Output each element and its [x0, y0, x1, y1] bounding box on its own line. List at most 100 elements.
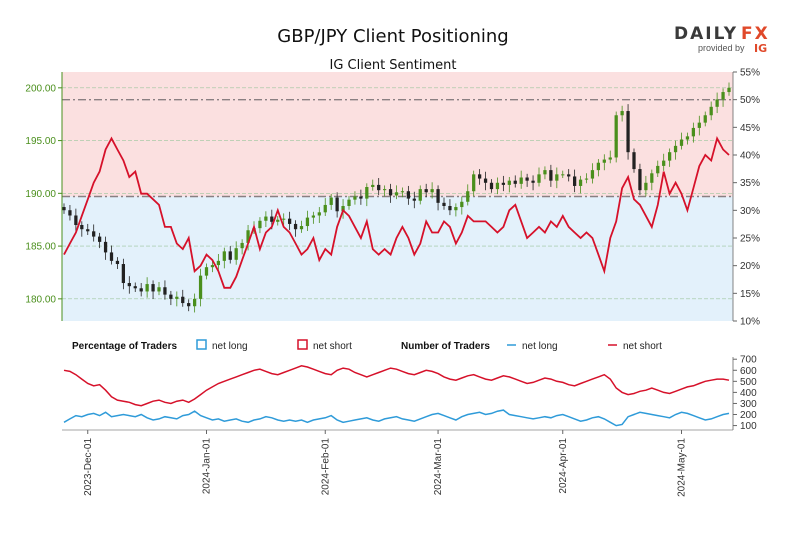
- percent-tick-label: 30%: [740, 206, 760, 217]
- candle-body: [656, 165, 660, 174]
- candle-body: [531, 180, 535, 183]
- price-tick-label: 185.00: [25, 242, 56, 253]
- candle-body: [371, 184, 375, 188]
- percent-tick-label: 45%: [740, 123, 760, 134]
- candle-body: [109, 252, 114, 261]
- percent-axis-ticks: 10% 15% 20% 25% 30% 35% 40% 45% 50% 55%: [732, 68, 760, 328]
- candle-body: [359, 196, 363, 199]
- candle-body: [163, 287, 167, 295]
- logo-provided-by: provided by: [698, 43, 745, 53]
- percent-tick-label: 55%: [740, 68, 760, 79]
- candle-body: [86, 229, 90, 232]
- candle-body: [567, 174, 571, 177]
- candle-body: [305, 217, 310, 227]
- legend-percentage-heading: Percentage of Traders: [72, 341, 177, 352]
- candle-body: [412, 198, 416, 201]
- candle-body: [394, 192, 399, 196]
- candle-body: [92, 231, 96, 237]
- candle-body: [543, 170, 547, 175]
- date-tick-label: 2024-Apr-01: [558, 438, 569, 494]
- candle-body: [282, 218, 286, 220]
- main-grid: [62, 87, 733, 300]
- candle-body: [448, 205, 452, 211]
- candle-body: [685, 136, 690, 140]
- candle-body: [68, 210, 72, 216]
- candle-body: [341, 205, 345, 212]
- candle-body: [697, 122, 701, 128]
- candle-body: [329, 197, 333, 205]
- candle-body: [80, 224, 84, 230]
- count-tick-label: 700: [740, 355, 757, 366]
- candle-body: [561, 174, 565, 176]
- price-tick-label: 200.00: [25, 83, 56, 94]
- candle-body: [157, 287, 161, 292]
- legend-number-heading: Number of Traders: [401, 341, 490, 352]
- candle-body: [406, 191, 411, 199]
- date-tick-label: 2024-May-01: [677, 438, 688, 497]
- candle-body: [377, 184, 381, 191]
- candle-body: [614, 115, 618, 158]
- candle-body: [483, 178, 488, 183]
- dailyfx-logo: DAILY FX provided by IG: [674, 24, 768, 55]
- candle-body: [181, 296, 185, 304]
- candle-body: [204, 267, 209, 276]
- candle-body: [347, 199, 351, 206]
- candle-body: [442, 202, 446, 206]
- candle-body: [608, 157, 612, 160]
- candle-body: [436, 189, 440, 203]
- candle-body: [287, 218, 292, 224]
- candle-body: [115, 260, 120, 265]
- candle-body: [133, 286, 137, 289]
- candle-body: [632, 152, 636, 170]
- percent-tick-label: 20%: [740, 261, 760, 272]
- candle-body: [507, 180, 511, 185]
- candle-body: [650, 173, 654, 183]
- candle-body: [638, 169, 642, 191]
- candle-body: [210, 265, 215, 268]
- candle-body: [139, 288, 143, 292]
- price-tick-label: 180.00: [25, 294, 56, 305]
- candle-body: [466, 191, 470, 202]
- candle-body: [519, 177, 523, 184]
- legend-net-short-label: net short: [313, 341, 352, 352]
- price-sentiment-panel: 180.00 185.00 190.00 195.00 200.00 10% 15% 20%…: [25, 68, 760, 328]
- candle-body: [572, 176, 577, 186]
- net-short-count-line: [63, 365, 730, 407]
- candle-body: [673, 145, 678, 153]
- candle-body: [293, 223, 298, 230]
- candle-body: [317, 212, 321, 216]
- candle-body: [74, 215, 78, 225]
- chart-title: GBP/JPY Client Positioning: [277, 26, 508, 47]
- legend-count-long-label: net long: [522, 341, 558, 352]
- candle-body: [662, 160, 666, 166]
- legend-net-long-swatch: [196, 339, 207, 350]
- candle-body: [103, 241, 108, 253]
- candle-body: [192, 298, 197, 307]
- candle-body: [667, 152, 672, 161]
- candle-body: [513, 180, 517, 184]
- price-axis-ticks: 180.00 185.00 190.00 195.00 200.00: [25, 83, 62, 305]
- count-tick-label: 500: [740, 377, 757, 388]
- date-tick-label: 2023-Dec-01: [83, 438, 94, 496]
- candle-body: [365, 187, 369, 199]
- candle-body: [454, 207, 458, 211]
- candle-body: [276, 219, 280, 222]
- candle-body: [477, 174, 482, 179]
- net-long-count-line: [63, 409, 730, 427]
- percent-tick-label: 25%: [740, 234, 760, 245]
- candle-body: [727, 87, 731, 93]
- candle-body: [127, 283, 131, 287]
- candle-body: [495, 182, 500, 190]
- candle-body: [97, 236, 102, 242]
- candle-body: [472, 174, 476, 192]
- candle-body: [121, 264, 126, 284]
- candle-body: [555, 174, 559, 181]
- candle-body: [258, 220, 262, 229]
- candle-body: [709, 106, 713, 116]
- candle-body: [691, 127, 696, 137]
- candle-body: [430, 189, 434, 193]
- count-tick-label: 600: [740, 366, 757, 377]
- candle-body: [382, 189, 387, 191]
